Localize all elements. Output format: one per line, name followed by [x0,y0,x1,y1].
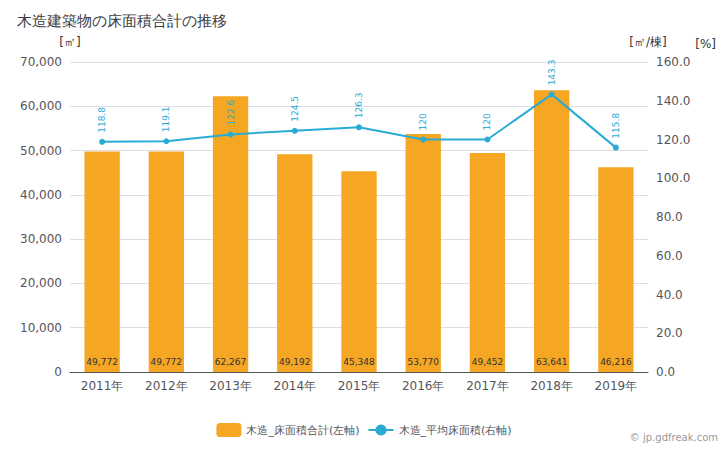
svg-text:120: 120 [482,113,492,130]
svg-text:[㎡/棟]: [㎡/棟] [629,35,666,49]
svg-text:80.0: 80.0 [656,210,683,224]
svg-text:60,000: 60,000 [20,99,62,113]
svg-text:49,452: 49,452 [472,357,504,367]
svg-text:122.6: 122.6 [226,99,236,125]
svg-text:30,000: 30,000 [20,232,62,246]
svg-text:119.1: 119.1 [161,106,171,132]
svg-text:140.0: 140.0 [656,94,690,108]
svg-text:62,267: 62,267 [215,357,247,367]
svg-text:20,000: 20,000 [20,276,62,290]
svg-text:2011年: 2011年 [81,379,124,393]
svg-text:2016年: 2016年 [402,379,445,393]
svg-text:49,772: 49,772 [151,357,183,367]
svg-text:2012年: 2012年 [145,379,188,393]
svg-text:2015年: 2015年 [338,379,381,393]
svg-text:53,770: 53,770 [407,357,439,367]
svg-text:46,216: 46,216 [600,357,632,367]
svg-text:120: 120 [418,113,428,130]
svg-text:木造建築物の床面積合計の推移: 木造建築物の床面積合計の推移 [17,12,227,30]
svg-text:40,000: 40,000 [20,188,62,202]
svg-text:[%]: [%] [695,37,716,51]
svg-text:70,000: 70,000 [20,55,62,69]
svg-text:50,000: 50,000 [20,144,62,158]
svg-text:126.3: 126.3 [354,93,364,119]
svg-text:0.0: 0.0 [656,365,675,379]
svg-text:115.8: 115.8 [611,113,621,139]
svg-text:40.0: 40.0 [656,288,683,302]
svg-text:63,641: 63,641 [536,357,568,367]
svg-text:60.0: 60.0 [656,249,683,263]
svg-text:10,000: 10,000 [20,321,62,335]
svg-text:118.8: 118.8 [97,107,107,133]
svg-text:2019年: 2019年 [595,379,638,393]
svg-text:2018年: 2018年 [530,379,573,393]
svg-text:100.0: 100.0 [656,171,690,185]
svg-text:20.0: 20.0 [656,326,683,340]
svg-text:2014年: 2014年 [274,379,317,393]
svg-text:2017年: 2017年 [466,379,509,393]
svg-text:0: 0 [54,365,62,379]
svg-text:49,772: 49,772 [86,357,118,367]
svg-text:160.0: 160.0 [656,55,690,69]
svg-text:49,192: 49,192 [279,357,311,367]
svg-text:143.3: 143.3 [547,60,557,86]
svg-text:© jp.gdfreak.com: © jp.gdfreak.com [630,432,718,443]
svg-text:120.0: 120.0 [656,133,690,147]
svg-text:[㎡]: [㎡] [59,35,80,49]
svg-text:2013年: 2013年 [209,379,252,393]
svg-text:木造_床面積合計(左軸): 木造_床面積合計(左軸) [246,424,359,437]
svg-text:45,348: 45,348 [343,357,375,367]
svg-text:124.5: 124.5 [290,96,300,122]
svg-text:木造_平均床面積(右軸): 木造_平均床面積(右軸) [399,424,512,437]
